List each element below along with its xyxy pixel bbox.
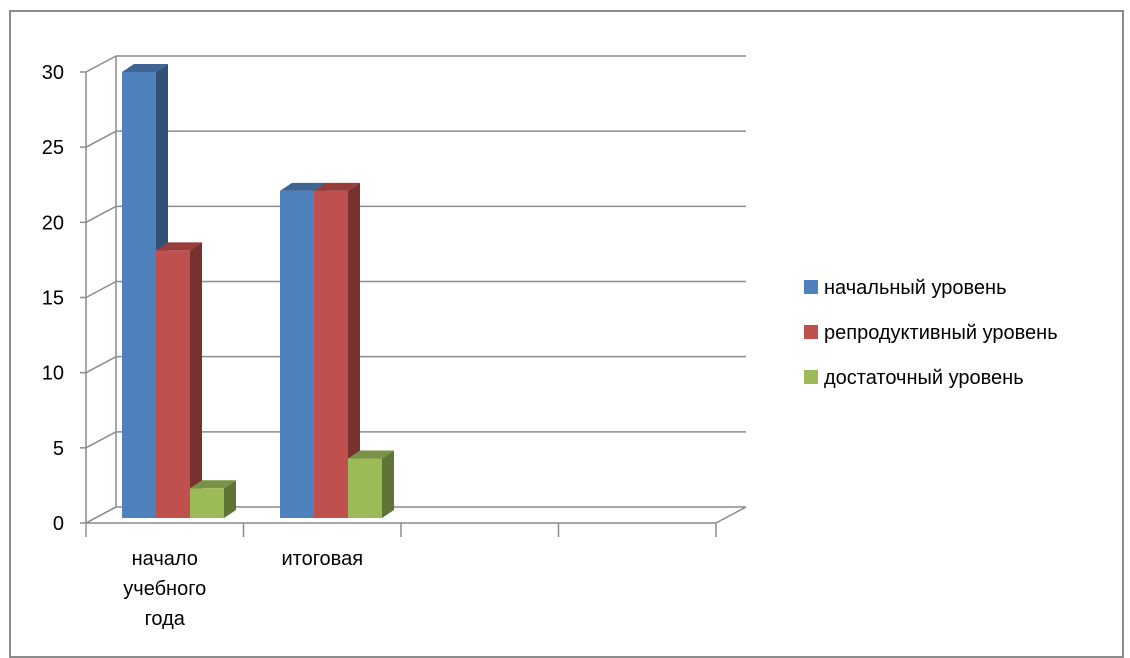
bar-top: [280, 182, 326, 191]
legend-swatch: [804, 280, 818, 294]
legend-label: репродуктивный уровень: [824, 322, 1058, 344]
gridline-side: [85, 205, 117, 223]
gridlines: [80, 55, 746, 524]
legend-label: начальный уровень: [824, 277, 1007, 299]
y-tick-label: 20: [42, 212, 64, 234]
bar-front: [190, 488, 224, 518]
x-tick-label: итоговая: [281, 548, 363, 570]
x-axis: начало учебного года итоговая: [85, 523, 717, 630]
y-tick-label: 10: [42, 363, 64, 385]
bar-side: [190, 242, 202, 518]
gridline-side: [85, 280, 117, 299]
gridline-side: [85, 506, 117, 524]
gridline-side: [85, 431, 117, 449]
bar-front: [314, 190, 348, 518]
y-tick-label: 0: [53, 513, 64, 535]
gridline-side: [85, 55, 117, 73]
bar: [314, 182, 360, 518]
legend-item: достаточный уровень: [804, 367, 1024, 389]
y-tick-label: 15: [42, 288, 64, 310]
bar: [156, 242, 202, 518]
bars: [122, 64, 394, 518]
bar: [348, 450, 394, 518]
bar-top: [156, 242, 202, 251]
gridline-side: [85, 130, 117, 148]
legend-swatch: [804, 325, 818, 339]
bar-top: [122, 64, 168, 72]
bar-side: [224, 480, 236, 518]
bar: [190, 480, 236, 518]
bar-front: [122, 72, 156, 518]
x-tick-label: учебного: [123, 578, 206, 600]
gridline-side: [85, 356, 117, 374]
legend: начальный уровень репродуктивный уровень д…: [804, 277, 1058, 389]
bar-top: [314, 182, 360, 191]
bar-front: [280, 190, 314, 518]
bar-front: [348, 458, 382, 518]
bar-side: [348, 182, 360, 518]
y-tick-label: 30: [42, 62, 64, 84]
x-tick-label: начало: [132, 548, 198, 570]
legend-label: достаточный уровень: [824, 367, 1024, 389]
y-axis-ticks: 0 5 10 15 20 25 30: [42, 62, 64, 535]
legend-item: репродуктивный уровень: [804, 322, 1058, 344]
x-tick-label: года: [145, 608, 186, 630]
legend-item: начальный уровень: [804, 277, 1007, 299]
legend-swatch: [804, 370, 818, 384]
y-tick-label: 25: [42, 137, 64, 159]
bar-front: [156, 250, 190, 518]
bar-side: [382, 450, 394, 518]
bar-top: [190, 480, 236, 489]
y-tick-label: 5: [53, 438, 64, 460]
bar-top: [348, 450, 394, 459]
